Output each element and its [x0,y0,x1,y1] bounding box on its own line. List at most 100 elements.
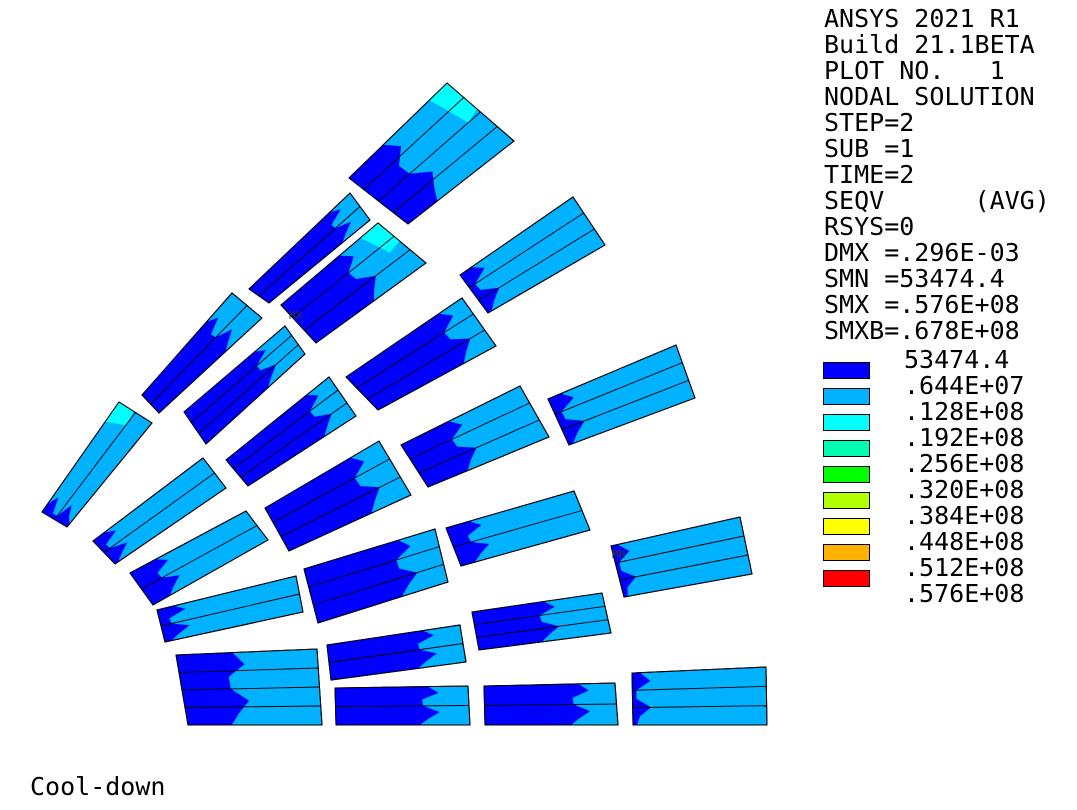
legend-label: .128E+08 [904,397,1025,426]
legend-label: .512E+08 [904,553,1025,582]
strand-line [632,705,767,709]
block-outline [445,490,591,567]
strand-line [304,249,411,331]
info-line: SMXB=.678E+08 [824,316,1020,345]
legend-label: .192E+08 [904,423,1025,452]
low-stress-region [226,395,332,486]
strand-line [292,235,395,319]
block-outline [248,192,371,304]
strand-line [367,329,485,400]
legend-swatch [823,492,870,509]
legend-swatch [823,440,870,457]
strand-line [453,510,583,548]
low-stress-region [401,421,477,487]
strand-line [474,605,606,626]
strand-line [240,402,348,478]
strand-line [469,212,584,289]
high-stress-region [360,223,400,253]
block-outline [326,624,467,681]
legend-label: .384E+08 [904,501,1025,530]
min-marker: MN [612,548,625,561]
info-line: DMX =.296E-03 [824,238,1020,267]
strand-line [363,97,465,190]
strand-line [308,546,440,588]
legend-swatch [823,362,870,379]
legend-row: .320E+08 [822,466,1072,504]
legend-label: .448E+08 [904,527,1025,556]
strand-line [198,344,299,434]
info-line: SEQV (AVG) [824,186,1050,215]
strand-line [619,554,749,581]
strand-line [103,472,215,553]
info-line: NODAL SOLUTION [824,82,1035,111]
strand-line [418,419,540,474]
coil-blocks [41,82,768,726]
legend-swatch [823,518,870,535]
info-line: TIME=2 [824,160,915,189]
strand-line [160,593,300,627]
strand-line [258,206,361,297]
strand-line [561,379,689,431]
info-line: SMX =.576E+08 [824,290,1020,319]
block-outline [92,457,227,565]
info-line: Build 21.1BETA [824,30,1035,59]
block-outline [141,292,263,414]
high-stress-region [429,83,478,123]
legend-label: .320E+08 [904,475,1025,504]
info-line: STEP=2 [824,108,915,137]
legend-min-label: 53474.4 [904,345,1010,374]
legend-min-row: 53474.4 [822,347,1072,373]
strand-line [150,305,248,405]
strand-line [328,643,464,663]
strand-line [409,402,530,460]
legend-swatch [823,414,870,431]
load-step-label: Cool-down [30,772,166,801]
legend-row: .128E+08 [822,388,1072,426]
info-line: SUB =1 [824,134,915,163]
low-stress-region [42,497,72,527]
block-outline [348,82,515,225]
max-marker: MX [289,309,303,322]
legend-label: .256E+08 [904,449,1025,478]
low-stress-region [484,683,591,725]
strand-line [554,362,683,415]
low-stress-region [157,605,190,642]
strand-line [184,705,321,708]
strand-line [476,619,609,638]
block-outline [483,682,619,726]
low-stress-region [281,255,376,343]
low-stress-region [548,393,585,445]
strand-line [335,705,470,707]
info-line: SMN =53474.4 [824,264,1005,293]
low-stress-region [632,672,652,725]
strand-line [181,686,320,691]
legend-row: .644E+07 [822,362,1072,399]
strand-line [141,525,258,590]
low-stress-region [249,209,351,303]
coil-block [41,401,153,528]
legend-row: .192E+08 [822,414,1072,452]
low-stress-region [460,267,500,313]
legend-row: .384E+08 [822,492,1072,530]
strand-line [272,458,390,523]
block-outline [41,401,153,528]
legend-label: .576E+08 [904,579,1025,608]
legend-row: .576E+08 [822,570,1072,608]
strand-line [484,703,617,706]
strand-line [233,389,339,470]
low-stress-region [304,540,418,623]
low-stress-region [93,530,128,564]
low-stress-region [349,144,438,224]
info-line: RSYS=0 [824,212,915,241]
strand-line [392,126,498,213]
strand-line [313,563,444,606]
legend-row: .448E+08 [822,518,1072,556]
strand-line [378,111,481,202]
low-stress-region [472,601,560,650]
legend-row: .512E+08 [822,544,1072,582]
coil-block [610,516,753,598]
legend-swatch [823,570,870,587]
strand-line [54,412,136,520]
info-line: PLOT NO. 1 [824,56,1005,85]
stress-contour-plot: MX MN [41,82,768,726]
